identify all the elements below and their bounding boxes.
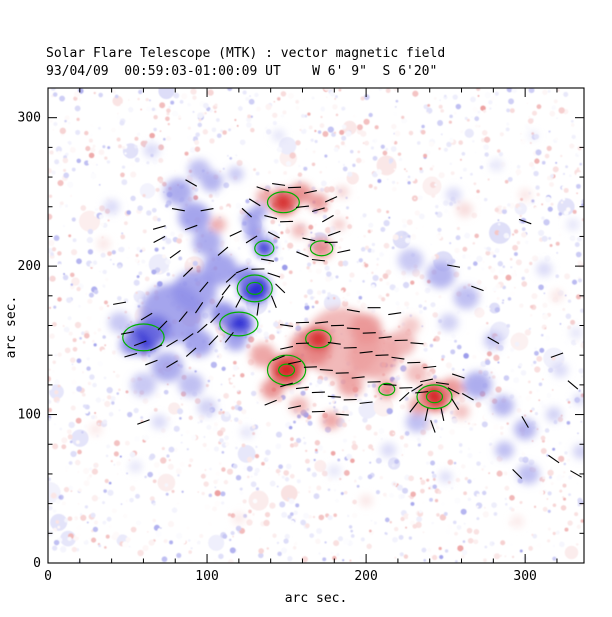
y-tick-label: 0	[33, 556, 41, 571]
x-axis-label: arc sec.	[284, 591, 348, 606]
x-tick-label: 200	[354, 569, 377, 584]
y-tick-label: 200	[18, 259, 41, 274]
y-axis-label: arc sec.	[4, 295, 19, 359]
y-tick-label: 300	[18, 111, 41, 126]
blob-layer	[89, 129, 584, 528]
y-tick-label: 100	[18, 408, 41, 423]
contour-layer	[122, 191, 453, 410]
plot-title: Solar Flare Telescope (MTK) : vector mag…	[46, 46, 446, 61]
plot-subtitle: 93/04/09 00:59:03-01:00:09 UT W 6' 9" S …	[46, 64, 438, 79]
axes-layer: 0 100 200 300 0 100 200 300	[18, 87, 585, 584]
x-tick-label: 300	[513, 569, 536, 584]
vector-layer	[113, 179, 582, 479]
x-tick-label: 0	[44, 569, 52, 584]
x-tick-label: 100	[195, 569, 218, 584]
